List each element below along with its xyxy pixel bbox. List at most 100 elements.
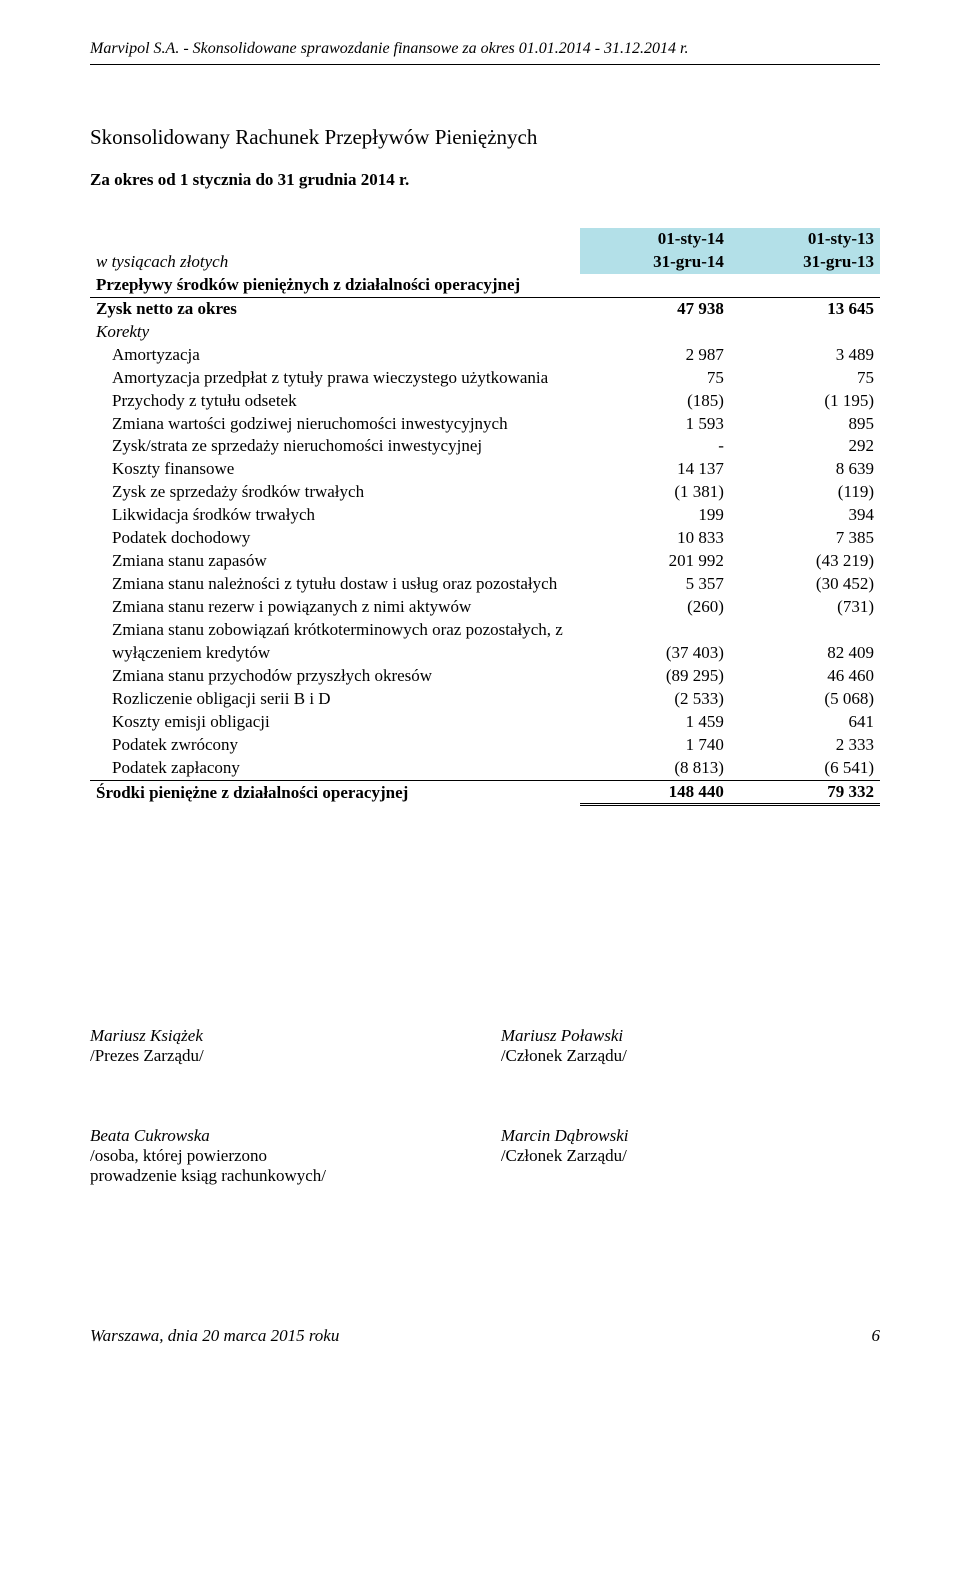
row-label: Koszty finansowe [90, 458, 580, 481]
table-row: Zmiana stanu zobowiązań krótkoterminowyc… [90, 619, 880, 665]
signature-right-1: Mariusz Poławski /Członek Zarządu/ [501, 1026, 880, 1066]
row-label: Zmiana stanu zapasów [90, 550, 580, 573]
signatures-row-1: Mariusz Książek /Prezes Zarządu/ Mariusz… [90, 1026, 880, 1066]
table-row: Zmiana stanu należności z tytułu dostaw … [90, 573, 880, 596]
table-row: Likwidacja środków trwałych199394 [90, 504, 880, 527]
row-value-col1: 201 992 [580, 550, 730, 573]
row-value-col2: (1 195) [730, 390, 880, 413]
period-col1-end: 31-gru-14 [580, 251, 730, 274]
table-header-row-1: 01-sty-14 01-sty-13 [90, 228, 880, 251]
row-value-col1: (8 813) [580, 757, 730, 780]
row-value-col1: - [580, 435, 730, 458]
row-value-col1: (1 381) [580, 481, 730, 504]
sig-name: Beata Cukrowska [90, 1126, 469, 1146]
row-value-col2: 8 639 [730, 458, 880, 481]
table-row: Zysk/strata ze sprzedaży nieruchomości i… [90, 435, 880, 458]
row-value-col1: 14 137 [580, 458, 730, 481]
row-value-col2: 82 409 [730, 619, 880, 665]
table-row: Podatek zapłacony(8 813)(6 541) [90, 757, 880, 780]
row-value-col2: 394 [730, 504, 880, 527]
table-row: Zmiana stanu rezerw i powiązanych z nimi… [90, 596, 880, 619]
period-col2-end: 31-gru-13 [730, 251, 880, 274]
sig-role: /Członek Zarządu/ [501, 1146, 880, 1166]
page-footer: Warszawa, dnia 20 marca 2015 roku 6 [90, 1326, 880, 1346]
sig-name: Mariusz Książek [90, 1026, 469, 1046]
row-value-col1: 5 357 [580, 573, 730, 596]
row-label: Zmiana wartości godziwej nieruchomości i… [90, 413, 580, 436]
total-v1: 148 440 [580, 780, 730, 805]
section-header-label: Przepływy środków pieniężnych z działaln… [90, 274, 880, 297]
page-title: Skonsolidowany Rachunek Przepływów Pieni… [90, 125, 880, 150]
row-label: Przychody z tytułu odsetek [90, 390, 580, 413]
row-label: Zmiana stanu zobowiązań krótkoterminowyc… [90, 619, 580, 665]
total-row: Środki pieniężne z działalności operacyj… [90, 780, 880, 805]
table-row: Korekty [90, 321, 880, 344]
sig-role-line2: prowadzenie ksiąg rachunkowych/ [90, 1166, 469, 1186]
table-row: Amortyzacja przedpłat z tytuły prawa wie… [90, 367, 880, 390]
row-label: Podatek zapłacony [90, 757, 580, 780]
row-value-col2: (43 219) [730, 550, 880, 573]
row-value-col1 [580, 321, 730, 344]
unit-label: w tysiącach złotych [90, 251, 580, 274]
row-value-col2: 641 [730, 711, 880, 734]
table-row: Koszty finansowe14 1378 639 [90, 458, 880, 481]
row-value-col1: (89 295) [580, 665, 730, 688]
row-label: Amortyzacja [90, 344, 580, 367]
table-row: Koszty emisji obligacji1 459641 [90, 711, 880, 734]
page-subtitle: Za okres od 1 stycznia do 31 grudnia 201… [90, 170, 880, 190]
signature-right-2: Marcin Dąbrowski /Członek Zarządu/ [501, 1126, 880, 1186]
row-value-col1: (260) [580, 596, 730, 619]
footer-date: Warszawa, dnia 20 marca 2015 roku [90, 1326, 339, 1346]
row-label: Zysk/strata ze sprzedaży nieruchomości i… [90, 435, 580, 458]
table-header-row-2: w tysiącach złotych 31-gru-14 31-gru-13 [90, 251, 880, 274]
row-value-col1: 1 593 [580, 413, 730, 436]
row-value-col2: (30 452) [730, 573, 880, 596]
signature-left-2: Beata Cukrowska /osoba, której powierzon… [90, 1126, 469, 1186]
section-header-row: Przepływy środków pieniężnych z działaln… [90, 274, 880, 297]
row-label: Zmiana stanu należności z tytułu dostaw … [90, 573, 580, 596]
row-label: Zysk netto za okres [90, 297, 580, 320]
row-value-col1: 1 459 [580, 711, 730, 734]
row-value-col2: 7 385 [730, 527, 880, 550]
table-row: Zysk ze sprzedaży środków trwałych(1 381… [90, 481, 880, 504]
signatures-row-2: Beata Cukrowska /osoba, której powierzon… [90, 1126, 880, 1186]
period-col2-start: 01-sty-13 [730, 228, 880, 251]
table-row: Zysk netto za okres47 93813 645 [90, 297, 880, 320]
row-value-col1: 199 [580, 504, 730, 527]
total-label: Środki pieniężne z działalności operacyj… [90, 780, 580, 805]
sig-name: Marcin Dąbrowski [501, 1126, 880, 1146]
table-row: Podatek zwrócony1 7402 333 [90, 734, 880, 757]
row-label: Podatek dochodowy [90, 527, 580, 550]
row-value-col2: 13 645 [730, 297, 880, 320]
sig-role-line1: /osoba, której powierzono [90, 1146, 469, 1166]
row-value-col2: 46 460 [730, 665, 880, 688]
row-value-col2 [730, 321, 880, 344]
row-value-col2: 75 [730, 367, 880, 390]
row-value-col1: 47 938 [580, 297, 730, 320]
row-label: Koszty emisji obligacji [90, 711, 580, 734]
row-value-col2: 2 333 [730, 734, 880, 757]
row-value-col2: (119) [730, 481, 880, 504]
row-value-col1: 2 987 [580, 344, 730, 367]
row-value-col2: (5 068) [730, 688, 880, 711]
total-v2: 79 332 [730, 780, 880, 805]
row-label: Podatek zwrócony [90, 734, 580, 757]
row-value-col1: (37 403) [580, 619, 730, 665]
row-value-col1: (185) [580, 390, 730, 413]
row-label: Zmiana stanu przychodów przyszłych okres… [90, 665, 580, 688]
row-value-col2: 3 489 [730, 344, 880, 367]
table-row: Przychody z tytułu odsetek(185)(1 195) [90, 390, 880, 413]
period-col1-start: 01-sty-14 [580, 228, 730, 251]
header-divider [90, 64, 880, 65]
sig-role: /Członek Zarządu/ [501, 1046, 880, 1066]
row-value-col2: 895 [730, 413, 880, 436]
row-label: Amortyzacja przedpłat z tytuły prawa wie… [90, 367, 580, 390]
row-value-col1: 10 833 [580, 527, 730, 550]
table-row: Amortyzacja2 9873 489 [90, 344, 880, 367]
row-value-col2: (6 541) [730, 757, 880, 780]
table-row: Rozliczenie obligacji serii B i D(2 533)… [90, 688, 880, 711]
row-value-col1: (2 533) [580, 688, 730, 711]
row-label: Zysk ze sprzedaży środków trwałych [90, 481, 580, 504]
sig-name: Mariusz Poławski [501, 1026, 880, 1046]
signature-left-1: Mariusz Książek /Prezes Zarządu/ [90, 1026, 469, 1066]
